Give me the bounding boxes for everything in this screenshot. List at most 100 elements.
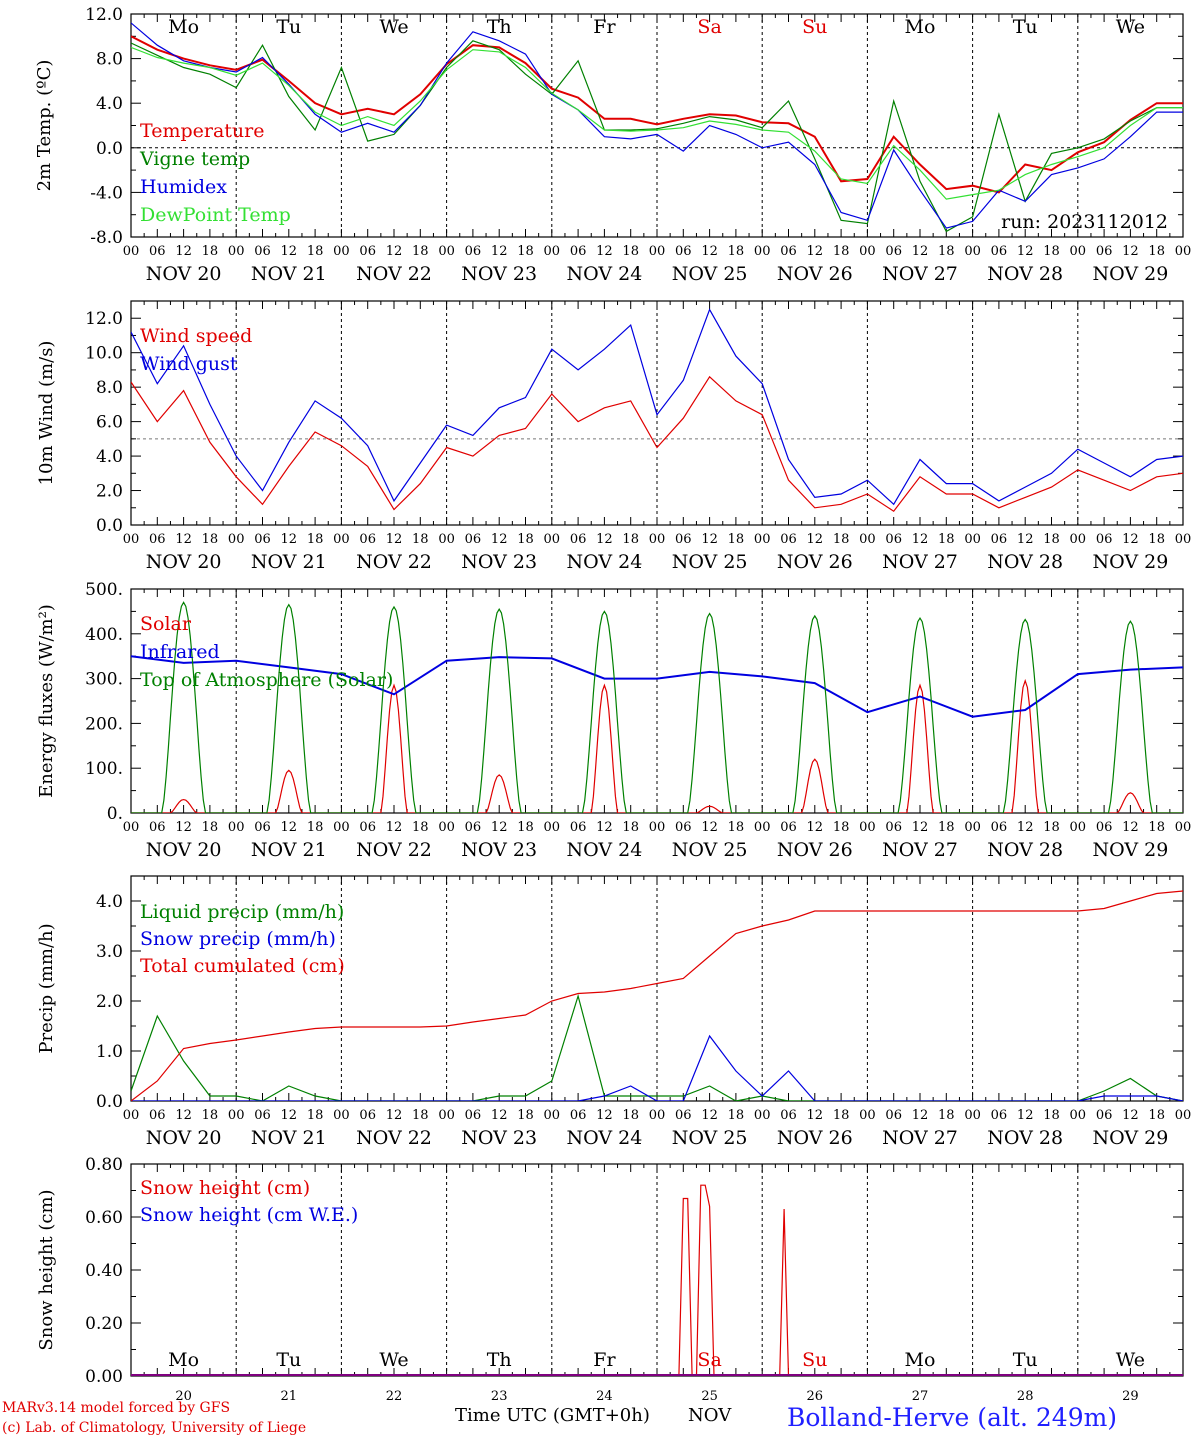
y-tick-label: 3.0 [96, 942, 123, 962]
hour-tick-label: 12 [491, 244, 508, 259]
hour-tick-label: 00 [754, 1108, 771, 1123]
hour-tick-label: 06 [780, 244, 797, 259]
date-label: NOV 25 [672, 263, 748, 285]
hour-tick-label: 18 [1148, 244, 1165, 259]
hour-tick-label: 12 [596, 244, 613, 259]
hour-tick-label: 18 [728, 820, 745, 835]
series-line [131, 40, 1183, 233]
panel-3: 500. 400. 300. 200. 100. 0. Energy fluxes (W/m… [36, 580, 1191, 861]
hour-tick-label: 12 [1017, 244, 1034, 259]
y-tick-label: 12.0 [85, 5, 123, 25]
hour-tick-label: 00 [333, 244, 350, 259]
hour-tick-label: 06 [465, 1108, 482, 1123]
series-line [131, 601, 1183, 813]
hour-tick-label: 12 [281, 244, 298, 259]
hour-tick-label: 12 [175, 532, 192, 547]
series-line [131, 375, 1183, 513]
hour-tick-label: 00 [228, 532, 245, 547]
hour-tick-label: 18 [202, 820, 219, 835]
hour-tick-label: 00 [123, 820, 140, 835]
date-label: NOV 23 [461, 1127, 537, 1149]
hour-tick-label: 06 [149, 532, 166, 547]
hour-tick-label: 00 [649, 532, 666, 547]
date-label: NOV 28 [987, 1127, 1063, 1149]
hour-tick-label: 06 [570, 244, 587, 259]
y-tick-label: -8.0 [90, 228, 123, 248]
weekday-label: Fr [593, 1349, 616, 1371]
hour-tick-label: 06 [570, 820, 587, 835]
panel-4: 4.0 3.0 2.0 1.0 0.0 Precip (mm/h) 00 06 12 18 NOV … [36, 875, 1191, 1149]
model-credit: MARv3.14 model forced by GFS [2, 1400, 231, 1416]
hour-tick-label: 12 [701, 1108, 718, 1123]
weekday-label: Tu [276, 1349, 301, 1371]
date-label: NOV 22 [356, 839, 432, 861]
y-tick-label: 300. [85, 670, 123, 690]
date-label: NOV 26 [777, 263, 853, 285]
legend-entry: Vigne temp [139, 148, 250, 170]
legend-entry: Snow precip (mm/h) [140, 928, 336, 950]
hour-tick-label: 18 [517, 820, 534, 835]
hour-tick-label: 00 [1175, 820, 1192, 835]
y-tick-label: 200. [85, 714, 123, 734]
hour-tick-label: 18 [622, 532, 639, 547]
hour-tick-label: 06 [465, 532, 482, 547]
y-tick-label: 2.0 [96, 482, 123, 502]
hour-tick-label: 18 [202, 532, 219, 547]
hour-tick-label: 18 [622, 1108, 639, 1123]
hour-tick-label: 06 [359, 532, 376, 547]
date-label: NOV 20 [146, 1127, 222, 1149]
date-label: NOV 27 [882, 1127, 958, 1149]
hour-tick-label: 12 [281, 1108, 298, 1123]
hour-tick-label: 00 [649, 1108, 666, 1123]
date-label: NOV 26 [777, 839, 853, 861]
y-axis-label: Energy fluxes (W/m²) [36, 604, 57, 798]
hour-tick-label: 18 [938, 532, 955, 547]
hour-tick-label: 12 [386, 1108, 403, 1123]
series-line [131, 1184, 1183, 1376]
hour-tick-label: 00 [544, 1108, 561, 1123]
y-axis-label: 2m Temp. (ºC) [34, 60, 55, 192]
date-label: NOV 24 [566, 1127, 642, 1149]
hour-tick-label: 06 [991, 1108, 1008, 1123]
date-label: NOV 21 [251, 551, 327, 573]
hour-tick-label: 06 [254, 532, 271, 547]
hour-tick-label: 18 [938, 1108, 955, 1123]
hour-tick-label: 00 [544, 820, 561, 835]
legend-entry: Temperature [140, 120, 264, 142]
hour-tick-label: 18 [833, 532, 850, 547]
hour-tick-label: 18 [1043, 532, 1060, 547]
hour-tick-label: 00 [438, 820, 455, 835]
hour-tick-label: 00 [859, 820, 876, 835]
hour-tick-label: 06 [675, 244, 692, 259]
hour-tick-label: 18 [202, 244, 219, 259]
y-tick-label: 0.60 [85, 1208, 123, 1228]
series-line [131, 890, 1183, 1101]
hour-tick-label: 06 [149, 244, 166, 259]
hour-tick-label: 06 [780, 532, 797, 547]
hour-tick-label: 18 [833, 244, 850, 259]
hour-tick-label: 12 [175, 1108, 192, 1123]
hour-tick-label: 06 [1096, 1108, 1113, 1123]
hour-tick-label: 06 [254, 244, 271, 259]
legend-entry: Wind speed [140, 325, 252, 347]
date-label: NOV 24 [566, 263, 642, 285]
weekday-label: Mo [905, 16, 936, 38]
hour-tick-label: 12 [281, 532, 298, 547]
weekday-label: We [1116, 1349, 1145, 1371]
hour-tick-label: 18 [833, 1108, 850, 1123]
hour-tick-label: 18 [307, 1108, 324, 1123]
hour-tick-label: 12 [596, 820, 613, 835]
date-label: NOV 29 [1092, 551, 1168, 573]
hour-tick-label: 00 [1070, 1108, 1087, 1123]
hour-tick-label: 12 [281, 820, 298, 835]
date-number-label: 26 [807, 1389, 824, 1404]
hour-tick-label: 06 [885, 244, 902, 259]
run-annotation: run: 2023112012 [1001, 211, 1168, 233]
series-group [131, 308, 1183, 513]
hour-tick-label: 12 [491, 820, 508, 835]
hour-tick-label: 00 [754, 532, 771, 547]
hour-tick-label: 06 [570, 532, 587, 547]
hour-tick-label: 12 [807, 532, 824, 547]
hour-tick-label: 12 [491, 1108, 508, 1123]
